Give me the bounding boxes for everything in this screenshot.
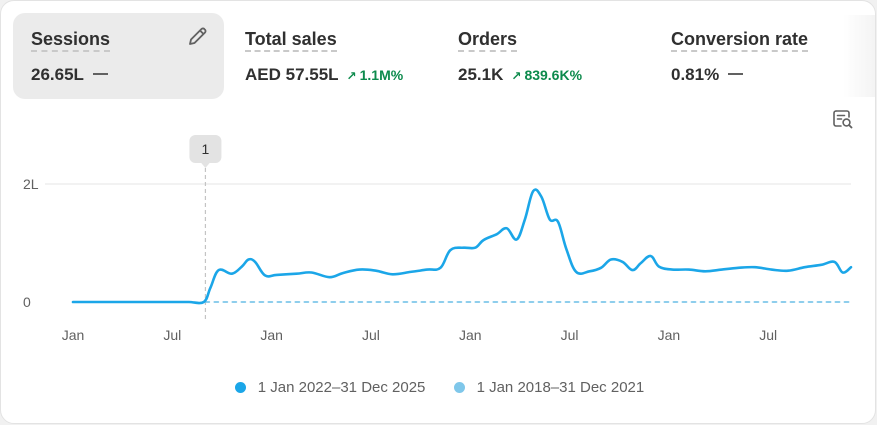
- annotation-marker[interactable]: 1: [189, 135, 222, 319]
- annotation-badge[interactable]: 1: [189, 135, 222, 168]
- metric-orders[interactable]: Orders 25.1K ↗ 839.6K%: [440, 13, 640, 99]
- y-tick-label: 0: [23, 294, 31, 310]
- metric-value: 0.81%: [671, 65, 720, 84]
- metric-value-row: 25.1K ↗ 839.6K%: [458, 65, 582, 86]
- legend-label: 1 Jan 2022–31 Dec 2025: [257, 379, 426, 396]
- y-tick-label: 2L: [23, 176, 39, 192]
- pencil-icon[interactable]: [186, 24, 210, 48]
- x-tick-label: Jul: [759, 327, 777, 343]
- series-line-current: [71, 188, 853, 305]
- metric-value-row: 26.65L: [31, 65, 108, 85]
- metric-title[interactable]: Total sales: [245, 29, 337, 52]
- scroll-fade: [843, 15, 875, 97]
- series-layer: [71, 188, 853, 305]
- delta-badge: ↗ 839.6K%: [511, 67, 582, 83]
- y-axis: 2L 0: [23, 176, 39, 310]
- metric-value-row: 0.81%: [671, 65, 744, 85]
- delta-value: 1.1M%: [359, 67, 404, 83]
- legend-label: 1 Jan 2018–31 Dec 2021: [476, 379, 645, 396]
- x-tick-label: Jul: [362, 327, 380, 343]
- metric-conversion-rate[interactable]: Conversion rate 0.81%: [653, 13, 843, 99]
- metric-value: 26.65L: [31, 65, 84, 84]
- legend-dot: [453, 382, 465, 393]
- metric-value: 25.1K: [458, 65, 504, 84]
- explore-chart-icon[interactable]: [832, 108, 854, 130]
- chart-legend: 1 Jan 2022–31 Dec 2025 1 Jan 2018–31 Dec…: [1, 379, 875, 401]
- delta-badge: ↗ 1.1M%: [347, 67, 404, 83]
- metric-sessions[interactable]: Sessions 26.65L: [13, 13, 224, 99]
- metric-value-row: AED 57.55L ↗ 1.1M%: [245, 65, 403, 86]
- metric-value: AED 57.55L: [245, 65, 339, 84]
- x-axis: Jan Jul Jan Jul Jan Jul Jan Jul: [62, 327, 777, 343]
- delta-value: 839.6K%: [524, 67, 583, 83]
- annotation-badge-label: 1: [202, 141, 210, 157]
- sessions-line-chart: 2L 0 Jan Jul Jan Jul Jan Jul Jan Jul 1: [23, 135, 853, 343]
- legend-dot: [234, 382, 246, 393]
- metric-total-sales[interactable]: Total sales AED 57.55L ↗ 1.1M%: [227, 13, 427, 99]
- no-change-dash: [92, 73, 108, 76]
- x-tick-label: Jul: [163, 327, 181, 343]
- x-tick-label: Jan: [658, 327, 681, 343]
- arrow-up-right-icon: ↗: [511, 69, 522, 83]
- x-tick-label: Jan: [260, 327, 283, 343]
- no-change-dash: [728, 73, 744, 76]
- legend-item-current[interactable]: 1 Jan 2022–31 Dec 2025: [234, 379, 426, 396]
- metric-title[interactable]: Sessions: [31, 29, 111, 52]
- legend-item-comparison[interactable]: 1 Jan 2018–31 Dec 2021: [453, 379, 645, 396]
- annotation-badge-box: [189, 135, 222, 163]
- arrow-up-right-icon: ↗: [346, 69, 357, 83]
- metric-title[interactable]: Orders: [458, 29, 518, 52]
- metric-title[interactable]: Conversion rate: [671, 29, 809, 52]
- x-tick-label: Jan: [459, 327, 482, 343]
- annotation-badge-pointer: [200, 162, 211, 168]
- x-tick-label: Jul: [561, 327, 579, 343]
- x-tick-label: Jan: [62, 327, 85, 343]
